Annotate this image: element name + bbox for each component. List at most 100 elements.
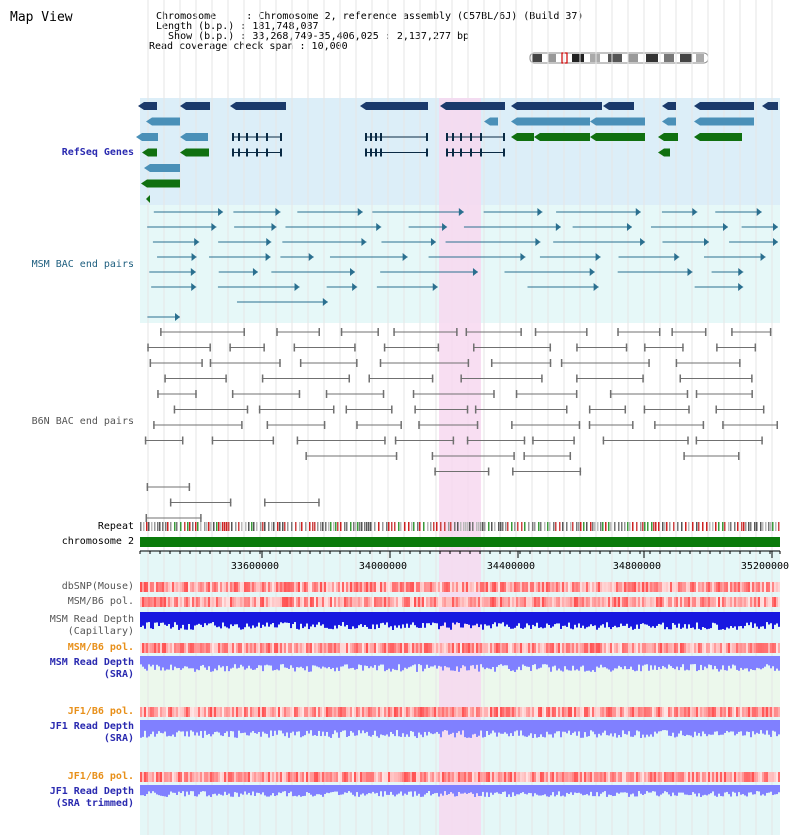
msm-depth-capillary-bar (652, 612, 654, 627)
jf1-depth-sra-bar (752, 720, 754, 732)
jf1-depth-trimmed-bar (632, 785, 634, 794)
msm-depth-sra-bar (432, 656, 434, 667)
jf1-b6-pol-label[interactable]: JF1/B6 pol. (67, 706, 134, 717)
msm-b6-pol-sra-label[interactable]: MSM/B6 pol. (67, 642, 134, 653)
msm-depth-sra-bar (640, 656, 642, 672)
jf1-depth-trimmed-bar (606, 785, 608, 797)
repeat-label[interactable]: Repeat (97, 521, 134, 532)
jf1-b6-pol-2-heat (562, 772, 564, 782)
msm-depth-capillary-bar (166, 612, 168, 626)
repeat-mark (394, 522, 396, 531)
jf1-b6-pol-2-heat (140, 772, 142, 782)
jf1-depth-trimmed-bar (474, 785, 476, 797)
msm-b6-pol-sra-heat (384, 643, 386, 653)
msm-depth-sra-bar (582, 656, 584, 666)
jf1-b6-pol-heat (282, 707, 284, 717)
msm-b6-pol-sra-heat (354, 643, 356, 653)
jf1-depth-trimmed-label-1[interactable]: JF1 Read Depth (49, 786, 134, 797)
msm-b6-pol-heat (268, 597, 270, 607)
msm-depth-capillary-bar (470, 612, 472, 629)
jf1-b6-pol-heat (720, 707, 722, 717)
refseq-genes-label[interactable]: RefSeq Genes (61, 147, 134, 158)
msm-bac-end (595, 253, 601, 261)
msm-b6-pol-sra-heat (694, 643, 696, 653)
msm-depth-sra-bar (558, 656, 560, 669)
jf1-b6-pol-2-label[interactable]: JF1/B6 pol. (67, 771, 134, 782)
msm-depth-capillary-bar (504, 612, 506, 627)
msm-depth-capillary-bar (672, 612, 674, 624)
msm-depth-sra-label-1[interactable]: MSM Read Depth (49, 657, 134, 668)
dbsnp-heat (222, 582, 224, 592)
dbsnp-heat (600, 582, 602, 592)
msm-depth-capillary-bar (554, 612, 556, 625)
jf1-b6-pol-heat (532, 707, 534, 717)
msm-b6-pol-sra-heat (326, 643, 328, 653)
b6n-bac-end (573, 436, 575, 445)
jf1-depth-sra-bar (702, 720, 704, 732)
msm-depth-capillary-bar (736, 612, 738, 630)
msm-depth-sra-bar (490, 656, 492, 670)
jf1-b6-pol-heat (548, 707, 550, 717)
msm-depth-sra-bar (562, 656, 564, 672)
b6n-bac-end (276, 328, 278, 336)
jf1-depth-trimmed-bar (648, 785, 650, 793)
b6n-bac-end (586, 328, 588, 336)
dbsnp-label[interactable]: dbSNP(Mouse) (61, 581, 134, 592)
repeat-mark (478, 522, 480, 531)
msm-bac-label[interactable]: MSM BAC end pairs (31, 259, 134, 270)
jf1-b6-pol-2-heat (768, 772, 770, 782)
jf1-depth-sra-bar (728, 720, 730, 733)
msm-b6-pol-sra-heat (592, 643, 594, 653)
jf1-b6-pol-heat (416, 707, 418, 717)
repeat-mark (553, 522, 555, 531)
jf1-depth-sra-bar (688, 720, 690, 736)
jf1-depth-trimmed-bar (734, 785, 736, 793)
msm-depth-sra-bar (510, 656, 512, 672)
dbsnp-heat (500, 582, 502, 592)
msm-depth-capillary-bar (538, 612, 540, 628)
jf1-depth-trimmed-bar (190, 785, 192, 792)
msm-b6-pol-sra-heat (142, 643, 144, 653)
jf1-depth-trimmed-bar (284, 785, 286, 792)
msm-depth-capillary-bar (774, 612, 776, 625)
msm-depth-sra-bar (540, 656, 542, 668)
jf1-b6-pol-heat (394, 707, 396, 717)
repeat-mark (715, 522, 717, 531)
dbsnp-heat (580, 582, 582, 592)
msm-b6-pol-sra-heat (232, 643, 234, 653)
msm-b6-pol-sra-heat (538, 643, 540, 653)
repeat-mark (488, 522, 490, 531)
msm-depth-sra-bar (630, 656, 632, 667)
gene-struct-3-exon (452, 133, 454, 141)
b6n-bac-end (560, 359, 563, 367)
msm-depth-capillary-label-1[interactable]: MSM Read Depth (49, 614, 134, 625)
jf1-depth-sra-bar (628, 720, 630, 732)
jf1-b6-pol-heat (194, 707, 196, 717)
msm-depth-capillary-bar (284, 612, 286, 623)
jf1-depth-trimmed-bar (720, 785, 722, 797)
b6n-bac-end (643, 405, 646, 414)
jf1-b6-pol-2-heat (626, 772, 628, 782)
jf1-b6-pol-2-heat (632, 772, 634, 782)
jf1-b6-pol-2-heat (610, 772, 612, 782)
msm-depth-capillary-bar (338, 612, 340, 625)
b6n-bac-label[interactable]: B6N BAC end pairs (31, 416, 134, 427)
b6n-bac-end (473, 343, 475, 352)
jf1-depth-sra-bar (304, 720, 306, 736)
jf1-b6-pol-2-heat (252, 772, 254, 782)
msm-depth-sra-bar (194, 656, 196, 672)
jf1-b6-pol-heat (402, 707, 404, 717)
repeat-mark (162, 522, 164, 531)
msm-depth-capillary-bar (232, 612, 234, 627)
msm-b6-pol-label[interactable]: MSM/B6 pol. (67, 596, 134, 607)
jf1-b6-pol-heat (602, 707, 604, 717)
jf1-depth-sra-label-1[interactable]: JF1 Read Depth (49, 721, 134, 732)
jf1-b6-pol-2-heat (492, 772, 494, 782)
jf1-b6-pol-heat (280, 707, 282, 717)
dbsnp-heat (304, 582, 306, 592)
msm-b6-pol-heat (412, 597, 414, 607)
msm-depth-sra-bar (566, 656, 568, 670)
dbsnp-heat (484, 582, 486, 592)
msm-b6-pol-sra-heat (632, 643, 634, 653)
